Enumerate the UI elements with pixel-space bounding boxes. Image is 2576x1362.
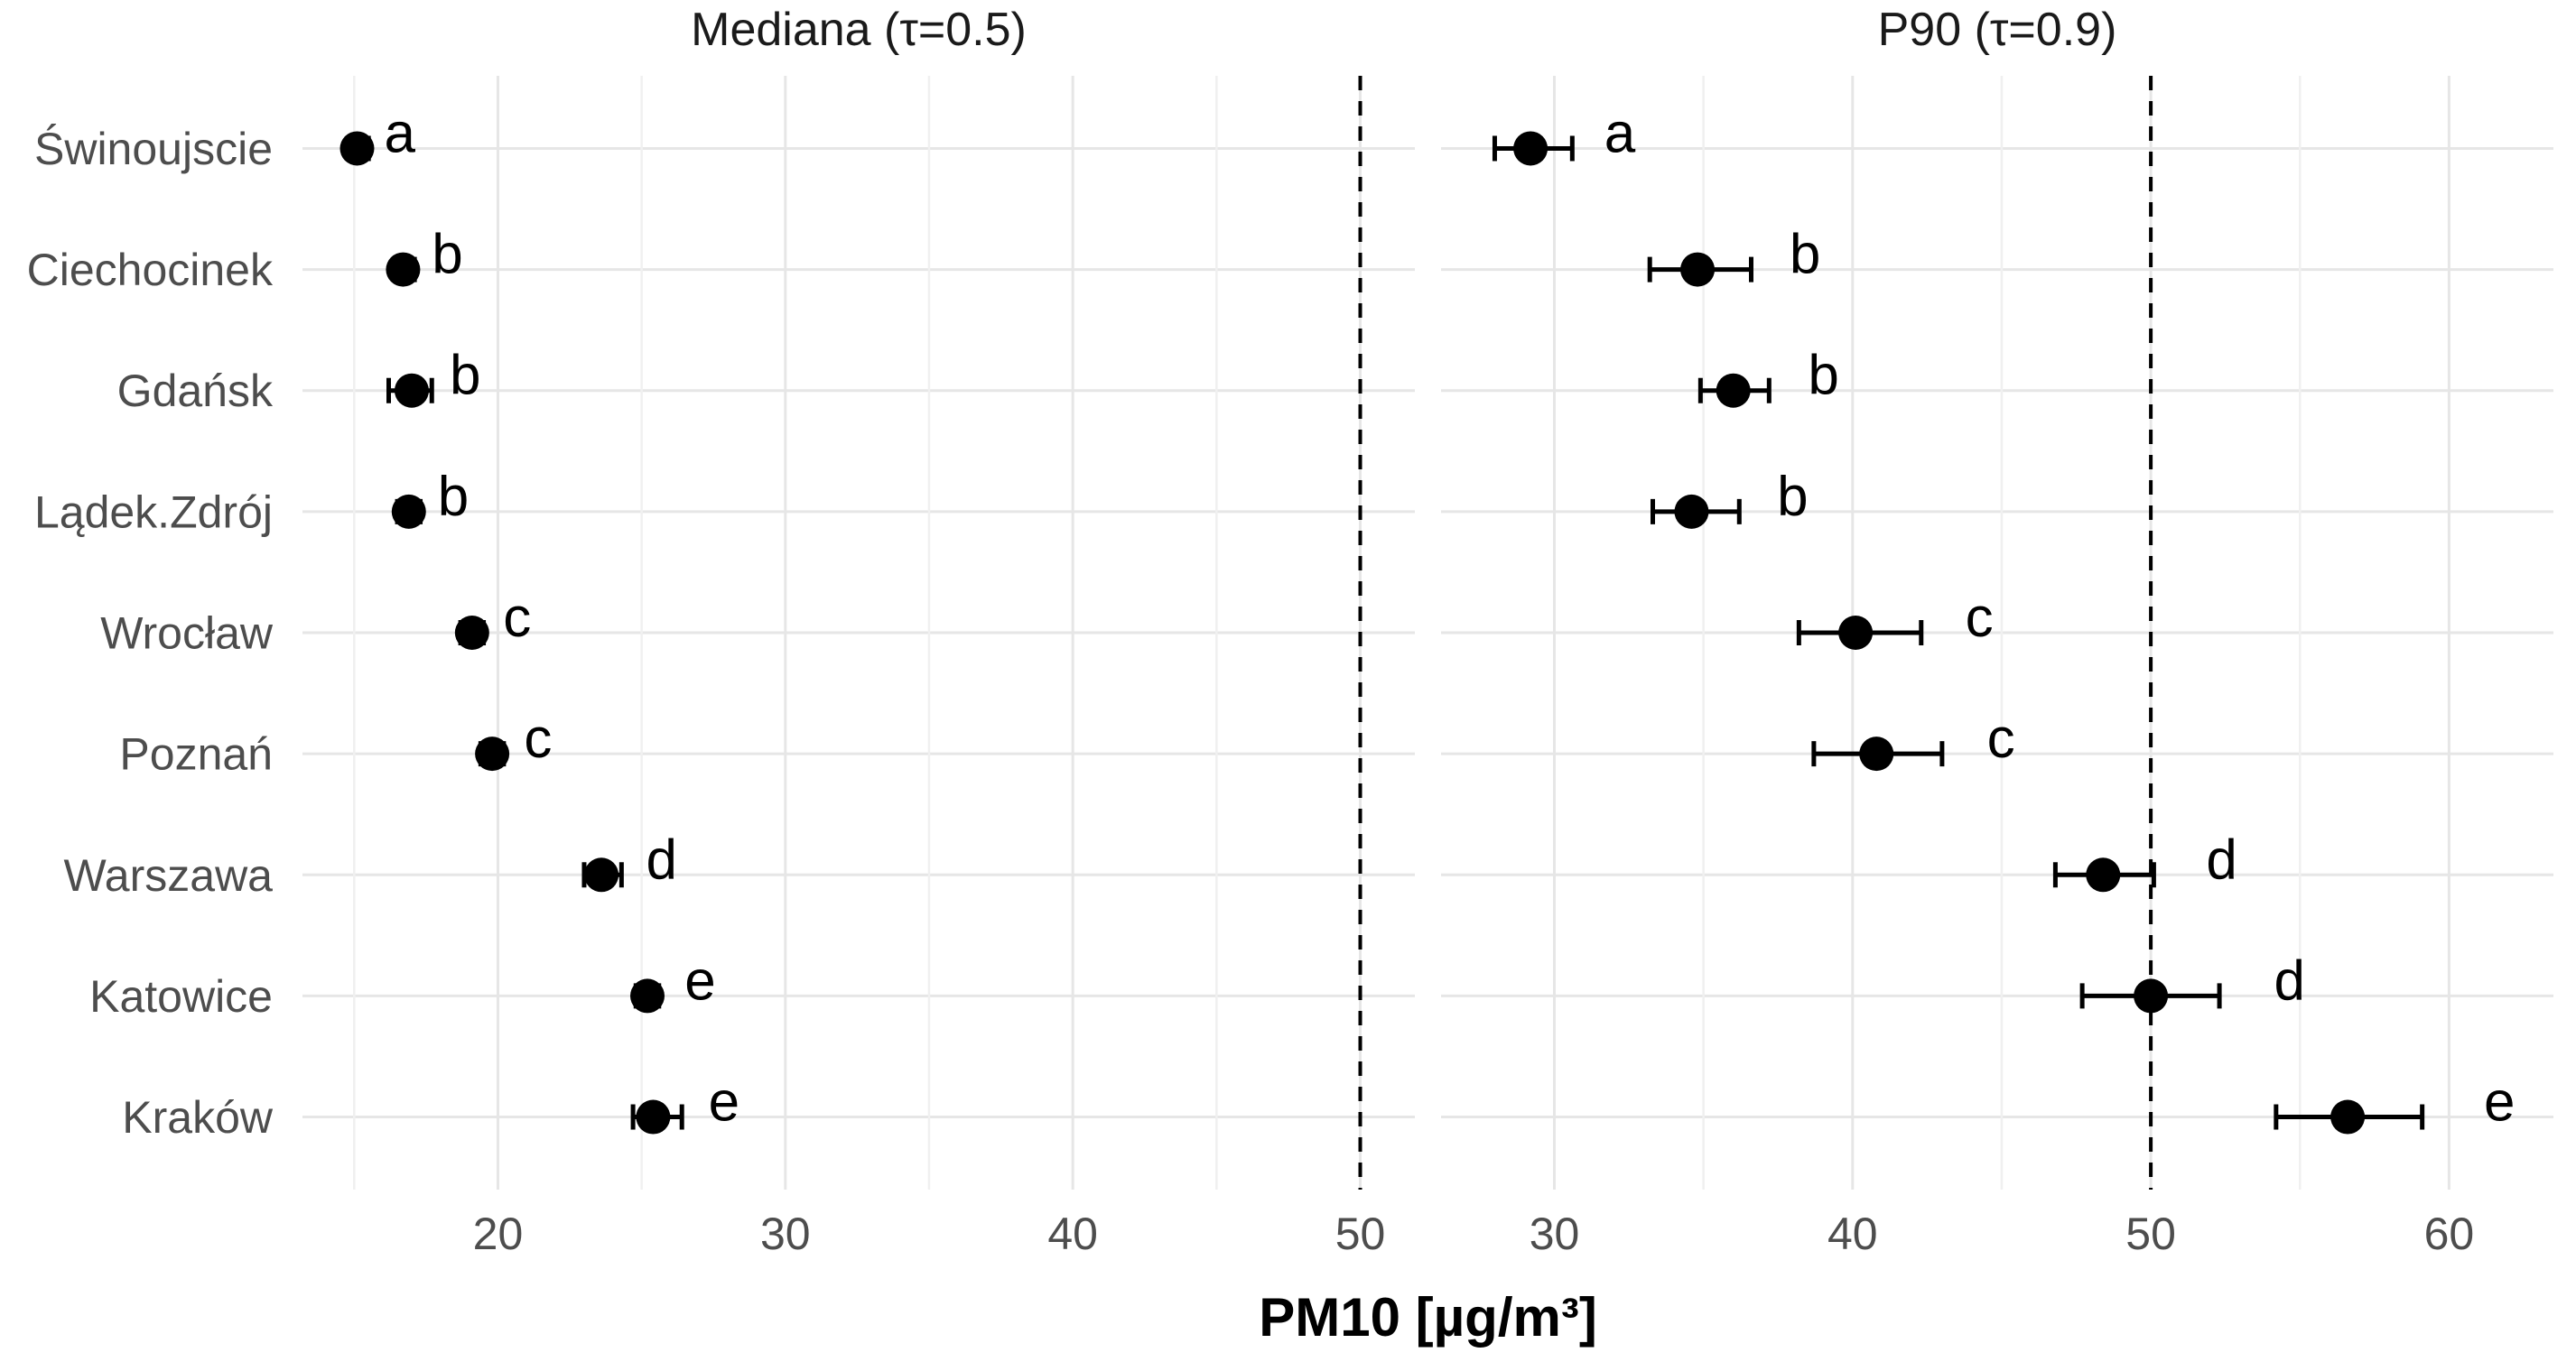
y-axis-label: Ciechocinek — [27, 245, 274, 295]
point-dot — [636, 1099, 671, 1135]
point-dot — [475, 737, 510, 772]
y-axis-label: Gdańsk — [117, 366, 274, 416]
cld-letter: b — [438, 466, 469, 528]
y-axis-label: Poznań — [119, 729, 273, 780]
cld-letter: c — [524, 708, 552, 770]
cld-letter: a — [1604, 102, 1636, 164]
point-dot — [1680, 252, 1716, 287]
cld-letter: c — [1966, 587, 1994, 649]
cld-letter: b — [1808, 345, 1838, 407]
point-dot — [630, 978, 665, 1014]
point-dot — [339, 131, 375, 166]
cld-letter: e — [2484, 1071, 2515, 1134]
cld-letter: b — [1790, 224, 1820, 286]
cld-letter: b — [450, 345, 480, 407]
y-axis-label: Świnoujscie — [34, 123, 273, 174]
cld-letter: e — [684, 950, 715, 1012]
cld-letter: c — [1987, 708, 2015, 770]
y-axis-label: Katowice — [89, 971, 273, 1022]
point-dot — [454, 616, 489, 650]
cld-letter: e — [709, 1071, 739, 1134]
cld-letter: b — [432, 224, 462, 286]
x-tick-label: 30 — [760, 1209, 811, 1259]
x-tick-label: 60 — [2424, 1209, 2475, 1259]
y-axis-label: Wrocław — [100, 608, 274, 659]
x-tick-label: 40 — [1827, 1209, 1878, 1259]
point-dot — [386, 252, 421, 287]
point-dot — [1838, 616, 1874, 650]
point-dot — [2134, 978, 2169, 1014]
cld-letter: d — [2274, 950, 2305, 1012]
point-dot — [1859, 737, 1894, 772]
point-dot — [394, 373, 429, 408]
x-tick-label: 40 — [1047, 1209, 1098, 1259]
point-dot — [2086, 857, 2121, 893]
cld-letter: d — [2206, 829, 2237, 891]
x-tick-label: 30 — [1530, 1209, 1580, 1259]
cld-letter: d — [646, 829, 676, 891]
x-tick-label: 50 — [2125, 1209, 2176, 1259]
y-axis-label: Lądek.Zdrój — [34, 486, 273, 537]
point-dot — [584, 857, 619, 893]
point-dot — [1513, 131, 1548, 166]
x-tick-label: 20 — [473, 1209, 524, 1259]
point-dot — [2330, 1099, 2366, 1135]
point-dot — [391, 494, 426, 529]
x-tick-label: 50 — [1335, 1209, 1386, 1259]
point-dot — [1674, 494, 1709, 529]
cld-letter: c — [503, 587, 531, 649]
facet-title: P90 (τ=0.9) — [1878, 4, 2117, 56]
cld-letter: a — [384, 102, 415, 164]
x-axis-title: PM10 [µg/m³] — [1259, 1287, 1597, 1348]
y-axis-label: Kraków — [122, 1092, 274, 1143]
cld-letter: b — [1777, 466, 1808, 528]
facet-title: Mediana (τ=0.5) — [691, 4, 1027, 56]
y-axis-label: Warszawa — [63, 850, 273, 901]
point-dot — [1716, 373, 1751, 408]
